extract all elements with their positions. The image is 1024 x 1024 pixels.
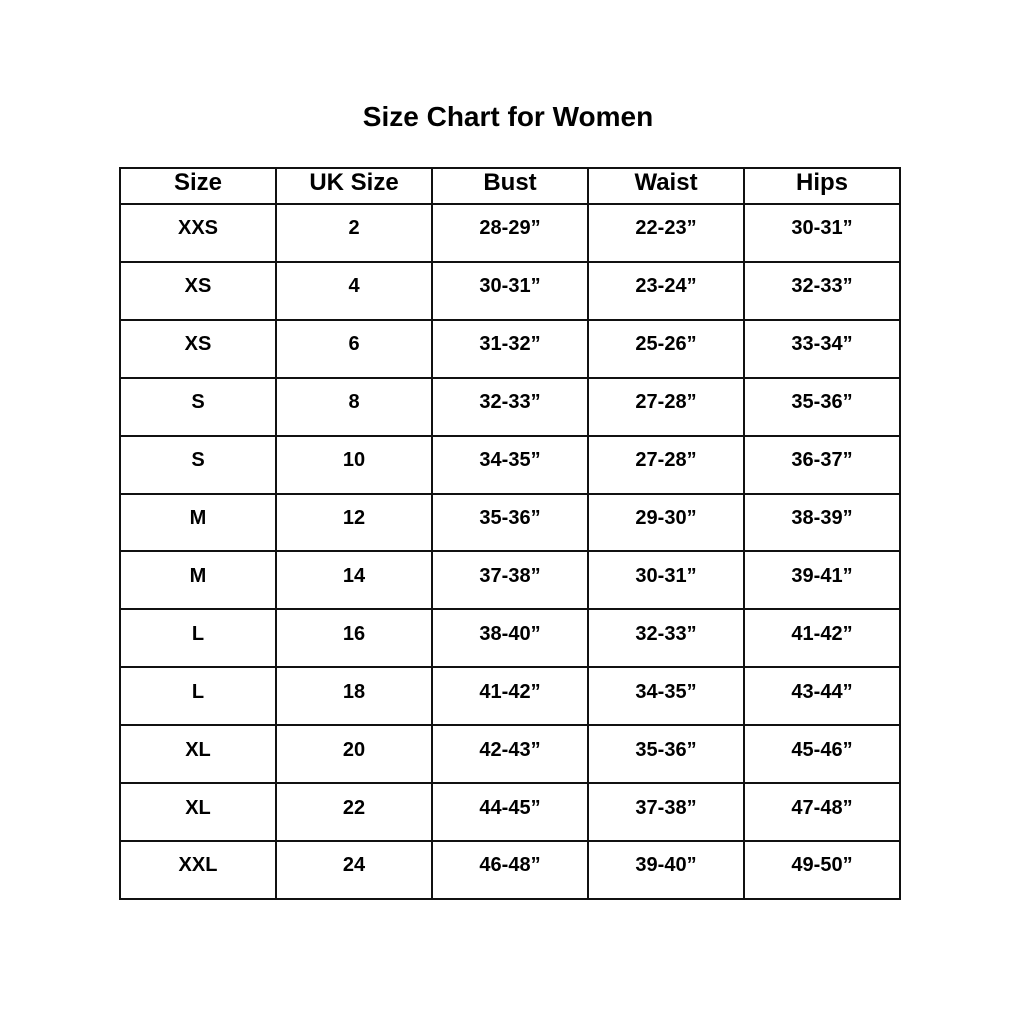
cell-waist: 22-23” bbox=[587, 203, 745, 263]
cell-bust: 38-40” bbox=[431, 608, 589, 669]
column-header-waist: Waist bbox=[587, 167, 745, 205]
table-row: XS 6 31-32” 25-26” 33-34” bbox=[119, 318, 901, 379]
size-chart-table: Size UK Size Bust Waist Hips XXS 2 28-29” 22-23… bbox=[119, 167, 901, 901]
cell-uk-size: 10 bbox=[275, 434, 433, 495]
cell-hips: 45-46” bbox=[743, 724, 901, 785]
table-row: L 16 38-40” 32-33” 41-42” bbox=[119, 608, 901, 669]
cell-bust: 46-48” bbox=[431, 839, 589, 901]
table-row: XS 4 30-31” 23-24” 32-33” bbox=[119, 260, 901, 321]
cell-uk-size: 14 bbox=[275, 550, 433, 611]
cell-bust: 44-45” bbox=[431, 782, 589, 842]
cell-uk-size: 2 bbox=[275, 203, 433, 263]
column-header-uk-size: UK Size bbox=[275, 167, 433, 205]
cell-size: XL bbox=[119, 724, 277, 785]
table-row: XL 22 44-45” 37-38” 47-48” bbox=[119, 782, 901, 842]
cell-size: L bbox=[119, 666, 277, 727]
cell-waist: 29-30” bbox=[587, 492, 745, 553]
cell-waist: 23-24” bbox=[587, 260, 745, 321]
cell-size: XL bbox=[119, 782, 277, 842]
column-header-bust: Bust bbox=[431, 167, 589, 205]
cell-size: XXS bbox=[119, 203, 277, 263]
cell-waist: 34-35” bbox=[587, 666, 745, 727]
cell-bust: 37-38” bbox=[431, 550, 589, 611]
cell-uk-size: 18 bbox=[275, 666, 433, 727]
table-row: M 14 37-38” 30-31” 39-41” bbox=[119, 550, 901, 611]
column-header-size: Size bbox=[119, 167, 277, 205]
cell-bust: 32-33” bbox=[431, 376, 589, 437]
cell-hips: 36-37” bbox=[743, 434, 901, 495]
cell-hips: 33-34” bbox=[743, 318, 901, 379]
cell-waist: 27-28” bbox=[587, 376, 745, 437]
cell-bust: 31-32” bbox=[431, 318, 589, 379]
cell-uk-size: 20 bbox=[275, 724, 433, 785]
cell-waist: 37-38” bbox=[587, 782, 745, 842]
cell-size: XS bbox=[119, 260, 277, 321]
cell-size: S bbox=[119, 434, 277, 495]
table-row: XXL 24 46-48” 39-40” 49-50” bbox=[119, 839, 901, 901]
cell-uk-size: 24 bbox=[275, 839, 433, 901]
cell-bust: 35-36” bbox=[431, 492, 589, 553]
table-header-row: Size UK Size Bust Waist Hips bbox=[119, 167, 901, 205]
cell-bust: 41-42” bbox=[431, 666, 589, 727]
table-row: S 10 34-35” 27-28” 36-37” bbox=[119, 434, 901, 495]
cell-size: M bbox=[119, 492, 277, 553]
table-row: M 12 35-36” 29-30” 38-39” bbox=[119, 492, 901, 553]
cell-hips: 41-42” bbox=[743, 608, 901, 669]
cell-uk-size: 4 bbox=[275, 260, 433, 321]
cell-bust: 28-29” bbox=[431, 203, 589, 263]
cell-waist: 32-33” bbox=[587, 608, 745, 669]
cell-uk-size: 16 bbox=[275, 608, 433, 669]
cell-hips: 47-48” bbox=[743, 782, 901, 842]
cell-bust: 42-43” bbox=[431, 724, 589, 785]
cell-bust: 30-31” bbox=[431, 260, 589, 321]
cell-uk-size: 6 bbox=[275, 318, 433, 379]
table-row: L 18 41-42” 34-35” 43-44” bbox=[119, 666, 901, 727]
cell-size: XXL bbox=[119, 839, 277, 901]
table-row: XXS 2 28-29” 22-23” 30-31” bbox=[119, 203, 901, 263]
cell-hips: 49-50” bbox=[743, 839, 901, 901]
cell-size: M bbox=[119, 550, 277, 611]
table-row: S 8 32-33” 27-28” 35-36” bbox=[119, 376, 901, 437]
cell-hips: 39-41” bbox=[743, 550, 901, 611]
cell-waist: 39-40” bbox=[587, 839, 745, 901]
cell-waist: 30-31” bbox=[587, 550, 745, 611]
cell-uk-size: 8 bbox=[275, 376, 433, 437]
cell-size: S bbox=[119, 376, 277, 437]
table-row: XL 20 42-43” 35-36” 45-46” bbox=[119, 724, 901, 785]
cell-hips: 30-31” bbox=[743, 203, 901, 263]
cell-hips: 43-44” bbox=[743, 666, 901, 727]
cell-hips: 35-36” bbox=[743, 376, 901, 437]
cell-hips: 32-33” bbox=[743, 260, 901, 321]
cell-waist: 25-26” bbox=[587, 318, 745, 379]
column-header-hips: Hips bbox=[743, 167, 901, 205]
cell-uk-size: 12 bbox=[275, 492, 433, 553]
cell-waist: 27-28” bbox=[587, 434, 745, 495]
page-title: Size Chart for Women bbox=[362, 101, 654, 132]
cell-bust: 34-35” bbox=[431, 434, 589, 495]
cell-uk-size: 22 bbox=[275, 782, 433, 842]
cell-size: L bbox=[119, 608, 277, 669]
cell-size: XS bbox=[119, 318, 277, 379]
cell-hips: 38-39” bbox=[743, 492, 901, 553]
cell-waist: 35-36” bbox=[587, 724, 745, 785]
